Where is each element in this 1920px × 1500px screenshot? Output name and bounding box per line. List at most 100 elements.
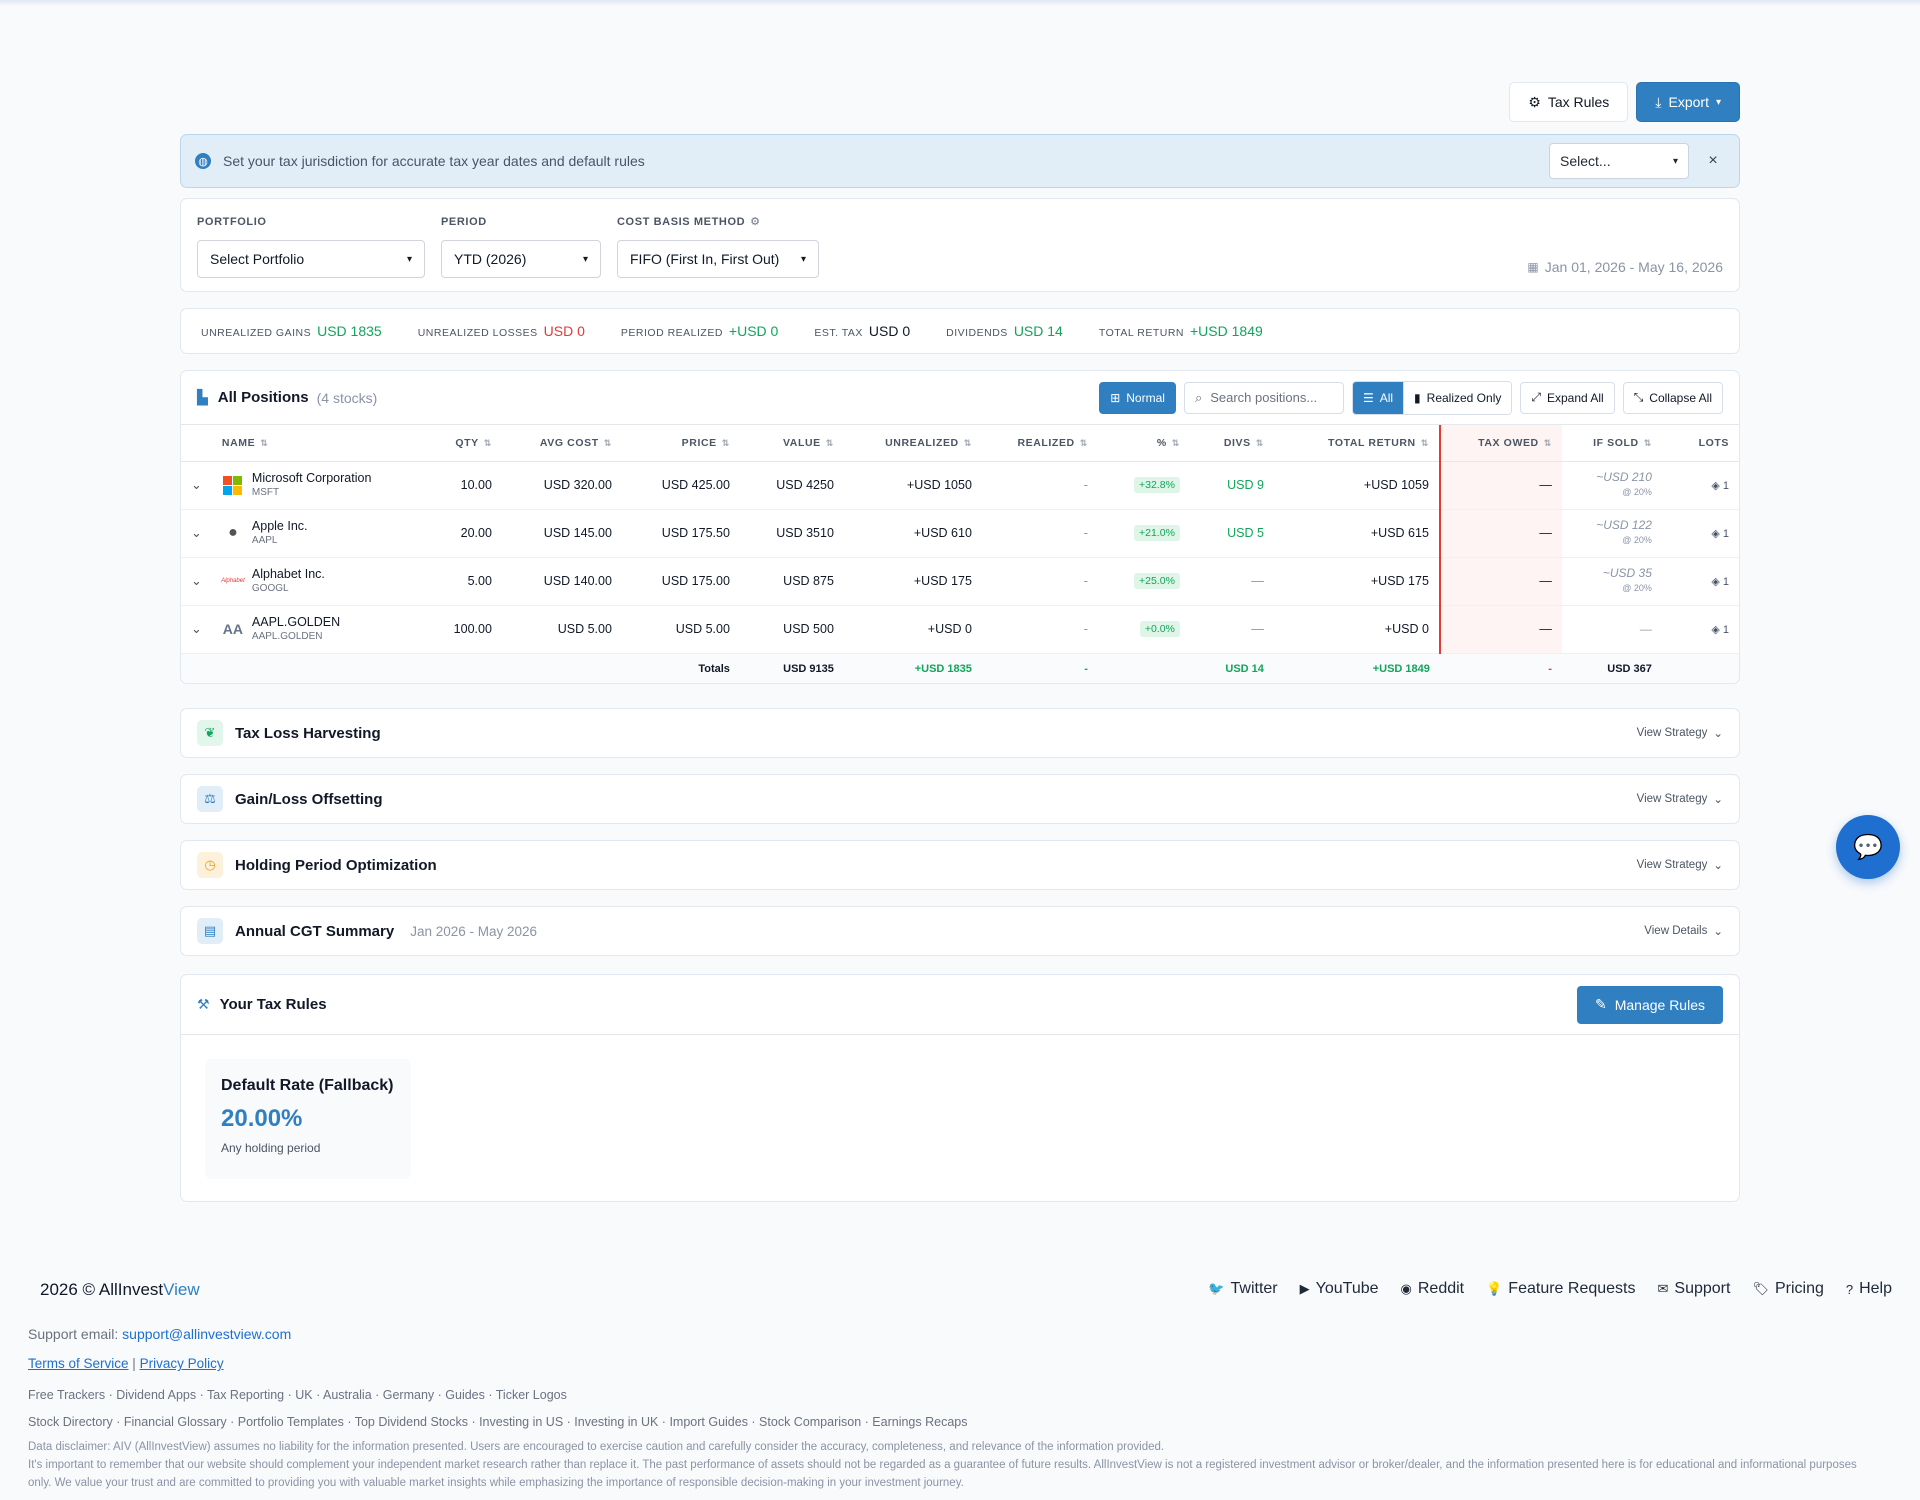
compress-icon: ⊞ — [1110, 390, 1121, 405]
filters-panel: PORTFOLIO Select Portfolio ▾ PERIOD YTD … — [180, 198, 1740, 292]
col-if-sold[interactable]: IF SOLD ⇅ — [1561, 425, 1662, 462]
realized-only-button[interactable]: ▮ Realized Only — [1403, 381, 1512, 414]
section-annual-cgt-summary[interactable]: ▤ Annual CGT Summary Jan 2026 - May 2026… — [180, 906, 1740, 956]
footer-link-reddit[interactable]: ◉ Reddit — [1400, 1280, 1465, 1297]
footer-link-youtube[interactable]: ▶ YouTube — [1299, 1280, 1379, 1297]
sort-icon: ⇅ — [963, 437, 972, 448]
realized-cell: - — [981, 557, 1098, 606]
unrealized-cell: +USD 175 — [843, 557, 982, 606]
chevron-down-icon[interactable]: ⌄ — [181, 557, 212, 606]
col-avg-cost[interactable]: AVG COST ⇅ — [501, 425, 622, 462]
lots-cell[interactable]: ◈ 1 — [1661, 461, 1739, 510]
layers-icon: ◈ — [1711, 527, 1720, 540]
positions-table: NAME ⇅ QTY ⇅ AVG COST ⇅ PRICE ⇅ VALUE ⇅ UNREA… — [181, 425, 1739, 683]
footer-link-help[interactable]: ? Help — [1845, 1280, 1892, 1297]
footer-links-row-1[interactable]: Free Trackers · Dividend Apps · Tax Repo… — [28, 1388, 567, 1402]
col-tax-owed[interactable]: TAX OWED ⇅ — [1438, 425, 1562, 462]
footer-link-twitter[interactable]: 🐦 Twitter — [1208, 1280, 1278, 1297]
table-row[interactable]: ⌄ ● Apple Inc. AAPL 20.00 USD 145.00 USD 175.5… — [181, 509, 1739, 558]
cog-icon[interactable]: ⚙ — [750, 216, 761, 228]
qty-cell: 20.00 — [421, 509, 502, 558]
section-gain-loss-offsetting[interactable]: ⚖ Gain/Loss Offsetting View Strategy ⌄ — [180, 774, 1740, 824]
tax-rules-button[interactable]: ⚙ Tax Rules — [1509, 82, 1629, 122]
col-realized[interactable]: REALIZED ⇅ — [981, 425, 1098, 462]
top-shadow — [0, 0, 1920, 6]
footer-link-support[interactable]: ✉ Support — [1657, 1280, 1731, 1297]
footer-link-feature-requests[interactable]: 💡 Feature Requests — [1486, 1280, 1636, 1297]
collapse-all-button[interactable]: ⤡ Collapse All — [1622, 381, 1723, 414]
col-divs[interactable]: DIVS ⇅ — [1189, 425, 1274, 462]
seedling-icon: ❦ — [197, 720, 223, 746]
layers-icon: ◈ — [1711, 479, 1720, 492]
period-select[interactable]: YTD (2026) ▾ — [441, 240, 601, 278]
positions-header: ▙ All Positions (4 stocks) ⊞ Normal ⌕ Se… — [181, 371, 1739, 425]
col-price[interactable]: PRICE ⇅ — [621, 425, 740, 462]
terms-link[interactable]: Terms of Service — [28, 1356, 129, 1371]
tags-icon: 🏷 — [1752, 1281, 1769, 1296]
col-qty[interactable]: QTY ⇅ — [421, 425, 502, 462]
chevron-down-icon[interactable]: ⌄ — [181, 461, 212, 510]
qty-cell: 10.00 — [421, 461, 502, 510]
portfolio-select[interactable]: Select Portfolio ▾ — [197, 240, 425, 278]
footer-link-pricing[interactable]: 🏷 Pricing — [1752, 1280, 1824, 1297]
summary-bar: UNREALIZED GAINS USD 1835 UNREALIZED LOSS… — [180, 308, 1740, 354]
table-row[interactable]: ⌄ Microsoft Corporation MSFT 10.00 USD 320.0… — [181, 461, 1739, 510]
chart-icon: ▙ — [197, 389, 208, 405]
position-ticker: AAPL — [251, 535, 278, 546]
chat-button[interactable]: 💬 — [1836, 815, 1900, 879]
view-strategy-link[interactable]: View Strategy ⌄ — [1636, 793, 1723, 806]
position-ticker: GOOGL — [251, 583, 289, 594]
calendar-icon: ▦ — [1527, 260, 1539, 274]
view-details-link[interactable]: View Details ⌄ — [1644, 925, 1723, 938]
expand-all-button[interactable]: ⤢ Expand All — [1520, 381, 1615, 414]
privacy-link[interactable]: Privacy Policy — [139, 1356, 224, 1371]
summary-total-return: TOTAL RETURN +USD 1849 — [1098, 323, 1263, 339]
footer-links: 🐦 Twitter ▶ YouTube ◉ Reddit 💡 Feature Requests… — [1208, 1280, 1892, 1298]
table-row[interactable]: ⌄ Alphabet Alphabet Inc. GOOGL 5.00 USD 140.0… — [181, 557, 1739, 606]
jurisdiction-select[interactable]: Select... ▾ — [1549, 143, 1689, 179]
lots-cell[interactable]: ◈ 1 — [1661, 557, 1739, 606]
footer-links-row-2[interactable]: Stock Directory · Financial Glossary · P… — [28, 1415, 968, 1429]
list-icon: ☰ — [1362, 390, 1374, 405]
section-tax-loss-harvesting[interactable]: ❦ Tax Loss Harvesting View Strategy ⌄ — [180, 708, 1740, 758]
view-strategy-link[interactable]: View Strategy ⌄ — [1636, 859, 1723, 872]
sort-icon: ⇅ — [483, 437, 492, 448]
banner-message: Set your tax jurisdiction for accurate t… — [223, 153, 645, 169]
layers-icon: ◈ — [1711, 575, 1720, 588]
view-strategy-link[interactable]: View Strategy ⌄ — [1636, 727, 1723, 740]
globe-icon: ◍ — [195, 153, 211, 169]
col-value[interactable]: VALUE ⇅ — [739, 425, 844, 462]
cost-basis-select[interactable]: FIFO (First In, First Out) ▾ — [617, 240, 819, 278]
col-name[interactable]: NAME ⇅ — [211, 425, 422, 462]
value-cell: USD 3510 — [739, 509, 844, 558]
percent-cell: +0.0% — [1097, 605, 1190, 654]
twitter-icon: 🐦 — [1208, 1281, 1225, 1296]
unrealized-cell: +USD 1050 — [843, 461, 982, 510]
lots-cell[interactable]: ◈ 1 — [1661, 509, 1739, 558]
all-filter-button[interactable]: ☰ All — [1352, 381, 1404, 414]
close-icon[interactable]: × — [1708, 152, 1718, 169]
support-email-link[interactable]: support@allinvestview.com — [122, 1326, 292, 1342]
col-percent[interactable]: % ⇅ — [1097, 425, 1190, 462]
position-name-cell: Alphabet Alphabet Inc. GOOGL — [211, 557, 422, 606]
export-button[interactable]: ⤓ Export ▾ — [1636, 82, 1740, 122]
totals-realized: - — [981, 652, 1098, 683]
normal-view-button[interactable]: ⊞ Normal — [1099, 381, 1176, 414]
percent-cell: +21.0% — [1097, 509, 1190, 558]
position-name-cell: AA AAPL.GOLDEN AAPL.GOLDEN — [211, 605, 422, 654]
brand-logo[interactable]: AllInvestView — [98, 1280, 200, 1299]
search-positions-input[interactable]: ⌕ Search positions... — [1183, 381, 1344, 414]
tax-rules-panel: ⚒ Your Tax Rules ✎ Manage Rules Default … — [180, 974, 1740, 1202]
chat-icon: 💬 — [1853, 833, 1883, 861]
lots-cell[interactable]: ◈ 1 — [1661, 605, 1739, 654]
section-holding-period-optimization[interactable]: ◷ Holding Period Optimization View Strat… — [180, 840, 1740, 890]
table-row[interactable]: ⌄ AA AAPL.GOLDEN AAPL.GOLDEN 100.00 USD 5.00 U… — [181, 605, 1739, 654]
copyright: 2026 © AllInvestView — [40, 1280, 200, 1299]
position-ticker: MSFT — [251, 487, 280, 498]
manage-rules-button[interactable]: ✎ Manage Rules — [1576, 985, 1723, 1024]
col-total-return[interactable]: TOTAL RETURN ⇅ — [1273, 425, 1440, 462]
col-unrealized[interactable]: UNREALIZED ⇅ — [843, 425, 982, 462]
chevron-down-icon[interactable]: ⌄ — [181, 605, 212, 654]
percent-cell: +25.0% — [1097, 557, 1190, 606]
chevron-down-icon[interactable]: ⌄ — [181, 509, 212, 558]
